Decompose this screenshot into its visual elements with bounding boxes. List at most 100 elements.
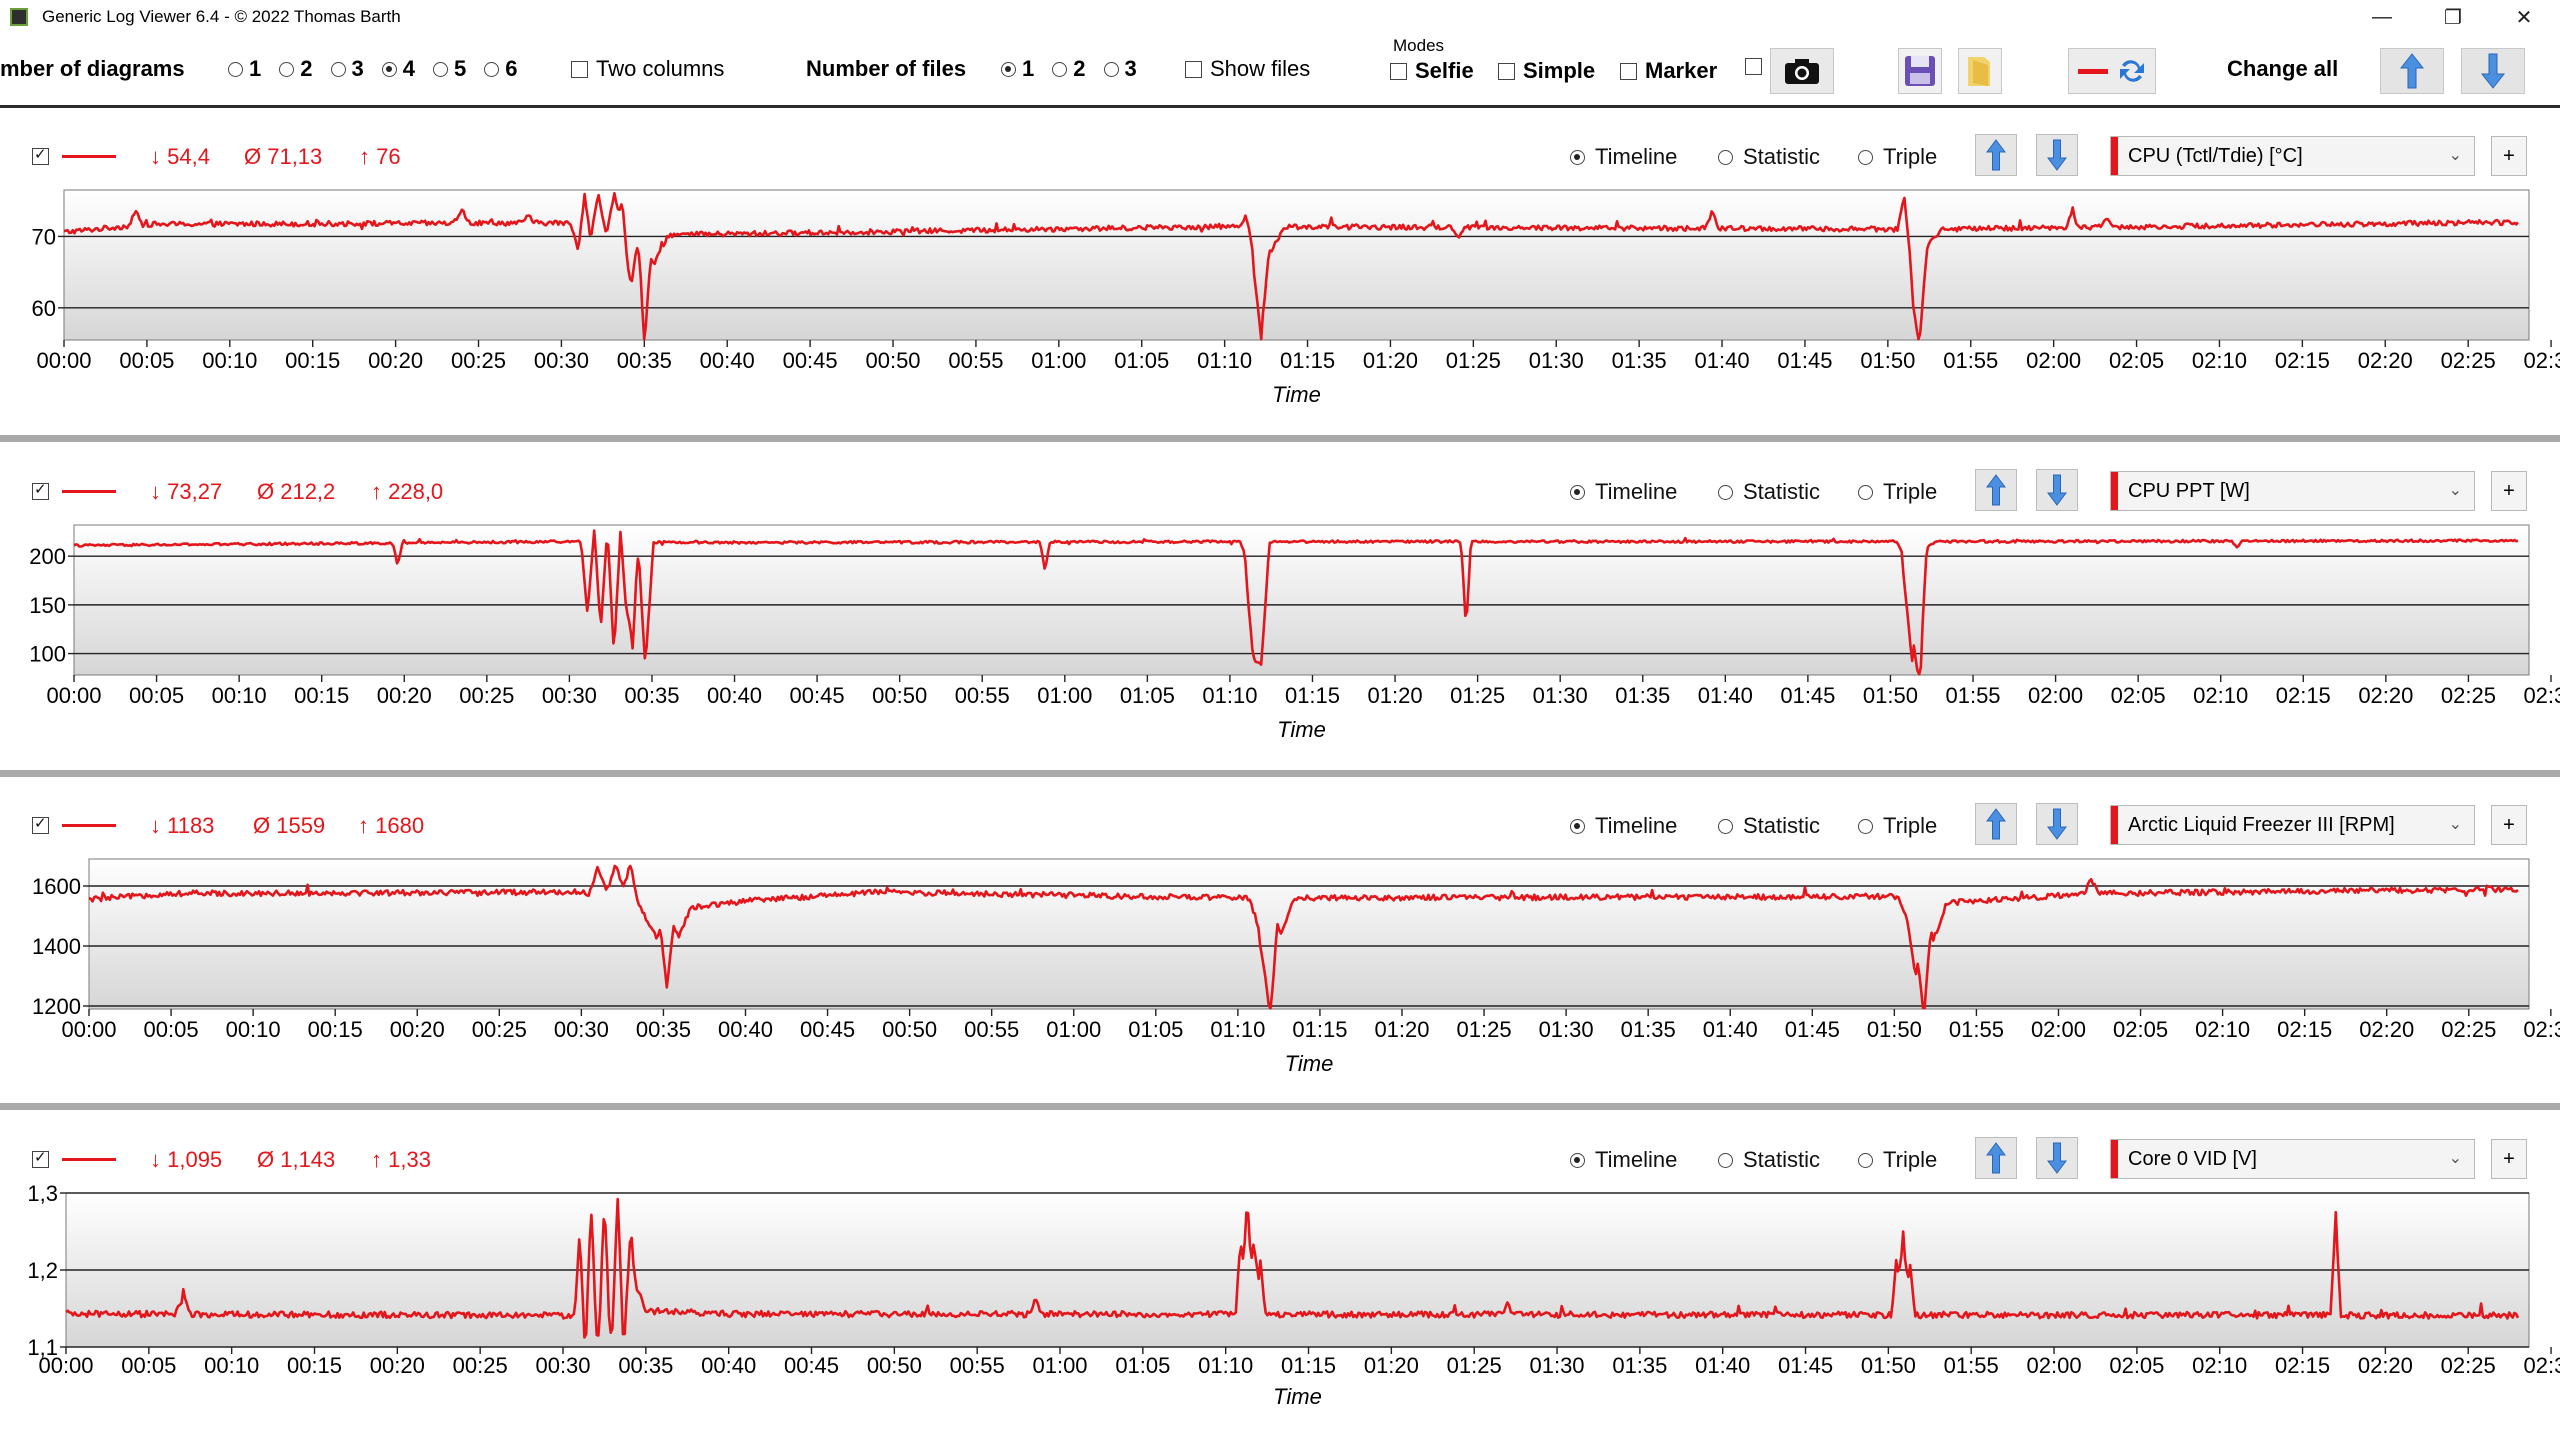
- chart-4-visible-checkbox[interactable]: [32, 1148, 49, 1168]
- marker-toggle[interactable]: Marker: [1620, 58, 1717, 84]
- show-files-checkbox[interactable]: [1185, 60, 1202, 78]
- diagram-count-option-3[interactable]: 3: [330, 56, 364, 82]
- chart-4-view-radio-triple[interactable]: [1858, 1152, 1873, 1168]
- marker-checkbox[interactable]: [1620, 62, 1637, 80]
- chart-2-visible-checkbox[interactable]: [32, 480, 49, 500]
- camera-toggle[interactable]: [1745, 58, 1770, 75]
- chart-1-add-icon[interactable]: +: [2491, 136, 2527, 176]
- file-count-radio-1[interactable]: [1001, 61, 1016, 77]
- chart-4-plot[interactable]: 1,3 1,2 1,100:00 00:05 00:10 00:15 00:20 00:25 0…: [0, 1113, 2560, 1426]
- file-count-radio-3[interactable]: [1103, 61, 1119, 77]
- chart-1-visible-checkbox[interactable]: [32, 145, 49, 165]
- two-columns-toggle[interactable]: Two columns: [571, 56, 724, 82]
- chart-3-view-triple[interactable]: Triple: [1858, 813, 1937, 839]
- chart-3-sensor-select[interactable]: Arctic Liquid Freezer III [RPM] ⌄: [2110, 805, 2475, 845]
- chart-3-view-radio-timeline[interactable]: [1570, 818, 1585, 834]
- chart-1-view-triple[interactable]: Triple: [1858, 144, 1937, 170]
- chart-2-legend-line[interactable]: [62, 490, 116, 493]
- chart-1-move-down-icon[interactable]: [2036, 134, 2078, 176]
- chart-3-view-statistic[interactable]: Statistic: [1718, 813, 1820, 839]
- chart-1-view-radio-timeline[interactable]: [1570, 149, 1585, 165]
- chart-4-move-down-icon[interactable]: [2036, 1137, 2078, 1179]
- camera-checkbox[interactable]: [1745, 58, 1762, 75]
- chart-1-sensor-select[interactable]: CPU (Tctl/Tdie) [°C] ⌄: [2110, 136, 2475, 176]
- close-button[interactable]: ✕: [2515, 6, 2533, 29]
- chart-1-view-radio-triple[interactable]: [1858, 149, 1873, 165]
- chart-2-plot[interactable]: 200 150 100 00:00 00:05 00:10 00:15 00:20 00:25 0…: [0, 445, 2560, 759]
- save-icon[interactable]: [1898, 48, 1942, 94]
- chart-2-view-radio-triple[interactable]: [1858, 484, 1873, 500]
- diagram-count-radio-2[interactable]: [279, 61, 295, 77]
- chart-2-move-up-icon[interactable]: [1975, 469, 2017, 511]
- chart-2-view-radio-timeline[interactable]: [1570, 484, 1585, 500]
- diagram-count-radio-5[interactable]: [433, 61, 448, 77]
- chart-4-view-timeline[interactable]: Timeline: [1570, 1147, 1677, 1173]
- chart-3-view-radio-triple[interactable]: [1858, 818, 1873, 834]
- selfie-toggle[interactable]: Selfie: [1390, 58, 1474, 84]
- chart-4-view-radio-timeline[interactable]: [1570, 1152, 1585, 1168]
- chart-1-plot[interactable]: 70 60 00:00 00:05 00:10 00:15 00:20 00:25 00:30 0…: [0, 110, 2560, 424]
- chart-4-view-radio-statistic[interactable]: [1718, 1152, 1733, 1168]
- chart-1-view-timeline[interactable]: Timeline: [1570, 144, 1677, 170]
- simple-toggle[interactable]: Simple: [1498, 58, 1595, 84]
- chart-3-view-timeline[interactable]: Timeline: [1570, 813, 1677, 839]
- chart-3-chevron-down-icon[interactable]: ⌄: [2448, 816, 2462, 833]
- chart-1-move-up-icon[interactable]: [1975, 134, 2017, 176]
- diagram-count-radio-4[interactable]: [381, 61, 397, 77]
- chart-4-legend-line[interactable]: [62, 1158, 116, 1161]
- chart-1-legend-line[interactable]: [62, 155, 116, 158]
- chart-3-x-tick-label: 00:55: [964, 1017, 1019, 1042]
- diagram-count-option-1[interactable]: 1: [228, 56, 261, 82]
- chart-3-add-icon[interactable]: +: [2491, 805, 2527, 845]
- chart-4-move-up-icon[interactable]: [1975, 1137, 2017, 1179]
- selfie-checkbox[interactable]: [1390, 62, 1407, 80]
- chart-4-add-icon[interactable]: +: [2491, 1139, 2527, 1179]
- chart-2-view-triple[interactable]: Triple: [1858, 479, 1937, 505]
- panel-separator[interactable]: [0, 435, 2560, 442]
- chart-4-view-triple[interactable]: Triple: [1858, 1147, 1937, 1173]
- camera-icon[interactable]: [1770, 48, 1834, 94]
- simple-checkbox[interactable]: [1498, 62, 1515, 80]
- diagram-count-option-2[interactable]: 2: [279, 56, 313, 82]
- diagram-count-option-4[interactable]: 4: [381, 56, 415, 82]
- chart-2-chevron-down-icon[interactable]: ⌄: [2448, 482, 2462, 499]
- panel-separator[interactable]: [0, 1103, 2560, 1110]
- chart-3-visible-checkbox[interactable]: [32, 814, 49, 834]
- diagram-count-radio-1[interactable]: [228, 61, 243, 77]
- chart-2-add-icon[interactable]: +: [2491, 471, 2527, 511]
- minimize-button[interactable]: —: [2372, 5, 2392, 28]
- chart-4-view-statistic[interactable]: Statistic: [1718, 1147, 1820, 1173]
- folder-icon[interactable]: [1958, 48, 2002, 94]
- panel-separator[interactable]: [0, 770, 2560, 777]
- chart-3-legend-line[interactable]: [62, 824, 116, 827]
- file-count-option-3[interactable]: 3: [1103, 56, 1137, 82]
- chart-2-move-down-icon[interactable]: [2036, 469, 2078, 511]
- chart-1-view-radio-statistic[interactable]: [1718, 149, 1733, 165]
- chart-2-view-statistic[interactable]: Statistic: [1718, 479, 1820, 505]
- diagram-count-radio-3[interactable]: [330, 61, 346, 77]
- chart-3-move-up-icon[interactable]: [1975, 803, 2017, 845]
- chart-2-view-radio-statistic[interactable]: [1718, 484, 1733, 500]
- diagram-count-option-6[interactable]: 6: [484, 56, 518, 82]
- show-files-toggle[interactable]: Show files: [1185, 56, 1310, 82]
- file-count-option-2[interactable]: 2: [1052, 56, 1086, 82]
- arrow-up-icon[interactable]: [2380, 48, 2444, 94]
- chart-2-view-timeline[interactable]: Timeline: [1570, 479, 1677, 505]
- chart-3-view-radio-statistic[interactable]: [1718, 818, 1733, 834]
- chart-3-move-down-icon[interactable]: [2036, 803, 2078, 845]
- file-count-radio-2[interactable]: [1052, 61, 1068, 77]
- diagram-count-option-5[interactable]: 5: [433, 56, 466, 82]
- chart-4-sensor-select[interactable]: Core 0 VID [V] ⌄: [2110, 1139, 2475, 1179]
- chart-4-chevron-down-icon[interactable]: ⌄: [2448, 1150, 2462, 1167]
- line-style-icon[interactable]: [2068, 48, 2156, 94]
- maximize-button[interactable]: ❐: [2444, 6, 2462, 29]
- file-count-option-1[interactable]: 1: [1001, 56, 1034, 82]
- diagram-count-label-6: 6: [505, 56, 518, 81]
- chart-1-view-statistic[interactable]: Statistic: [1718, 144, 1820, 170]
- chart-2-sensor-select[interactable]: CPU PPT [W] ⌄: [2110, 471, 2475, 511]
- two-columns-checkbox[interactable]: [571, 60, 588, 78]
- chart-1-chevron-down-icon[interactable]: ⌄: [2448, 147, 2462, 164]
- arrow-down-icon[interactable]: [2461, 48, 2525, 94]
- diagram-count-radio-6[interactable]: [484, 61, 500, 77]
